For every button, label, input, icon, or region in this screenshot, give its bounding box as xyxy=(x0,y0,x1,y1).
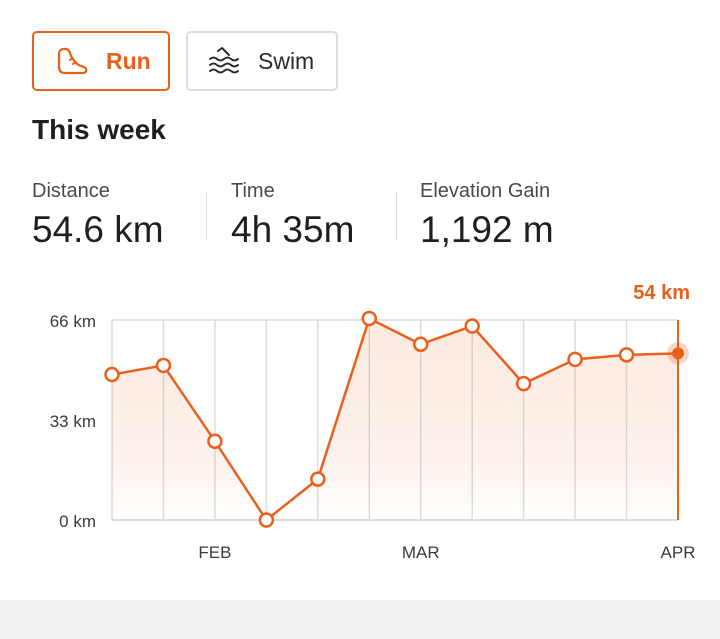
bottom-panel-edge xyxy=(0,600,720,639)
x-tick-label: APR xyxy=(661,543,696,562)
data-point xyxy=(207,433,223,449)
data-point xyxy=(618,347,635,363)
data-point xyxy=(155,357,172,374)
data-point xyxy=(361,310,378,327)
running-shoe-icon xyxy=(54,43,90,79)
swim-tab-label: Swim xyxy=(258,47,315,74)
elevation-value: 1,192 m xyxy=(420,209,554,250)
distance-stat: Distance 54.6 km xyxy=(32,180,164,251)
elevation-stat: Elevation Gain 1,192 m xyxy=(420,180,554,251)
waves-icon xyxy=(206,43,242,79)
data-point xyxy=(567,351,583,368)
data-point xyxy=(258,512,275,528)
run-tab-button[interactable]: Run xyxy=(32,31,170,91)
time-stat: Time 4h 35m xyxy=(231,180,354,251)
selected-value-label: 54 km xyxy=(633,282,690,304)
section-title: This week xyxy=(32,114,166,145)
data-point xyxy=(515,375,532,392)
selected-data-point xyxy=(672,347,684,360)
weekly-distance-chart[interactable]: 66 km 33 km 0 km FEB MAR APR 54 km xyxy=(0,270,720,570)
time-label: Time xyxy=(231,180,275,202)
data-point xyxy=(310,471,326,487)
stat-divider xyxy=(396,192,397,240)
x-tick-label: FEB xyxy=(198,543,231,562)
y-tick-label: 66 km xyxy=(50,312,96,331)
y-tick-label: 0 km xyxy=(59,512,96,531)
time-value: 4h 35m xyxy=(231,209,355,250)
data-point xyxy=(412,336,429,352)
stat-divider xyxy=(206,192,207,240)
data-point xyxy=(464,318,480,334)
distance-label: Distance xyxy=(32,180,110,202)
distance-value: 54.6 km xyxy=(32,209,164,250)
x-tick-label: MAR xyxy=(402,543,440,562)
y-tick-label: 33 km xyxy=(50,412,96,431)
series-line xyxy=(111,317,679,522)
data-point xyxy=(104,366,120,383)
run-tab-label: Run xyxy=(106,47,151,74)
elevation-label: Elevation Gain xyxy=(420,180,551,202)
series-area xyxy=(112,318,678,520)
swim-tab-button[interactable]: Swim xyxy=(186,31,338,91)
